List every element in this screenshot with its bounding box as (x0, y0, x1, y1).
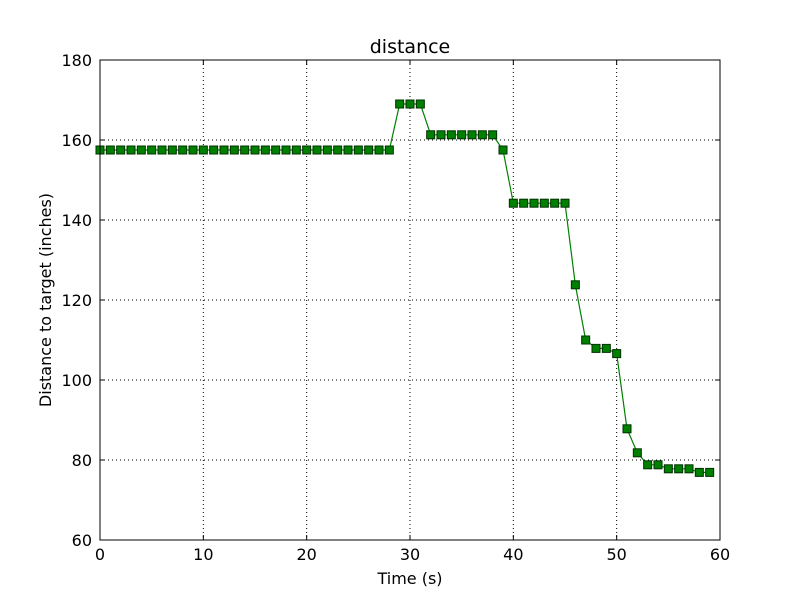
axis-ticks: 0 10 20 30 40 50 60 60 80 100 120 140 160 180 (61, 51, 730, 564)
data-point-marker (705, 467, 715, 477)
data-point-marker (312, 145, 322, 155)
y-tick-label: 160 (61, 131, 92, 150)
data-point-marker (570, 280, 580, 290)
data-point-marker (395, 99, 405, 109)
data-point-marker (333, 145, 343, 155)
data-point-marker (684, 464, 694, 474)
data-point-marker (674, 464, 684, 474)
x-tick-label: 10 (193, 545, 213, 564)
y-tick-label: 80 (72, 451, 92, 470)
data-point-marker (622, 424, 632, 434)
data-point-marker (322, 145, 332, 155)
data-point-marker (384, 145, 394, 155)
y-tick-label: 180 (61, 51, 92, 70)
data-point-marker (643, 460, 653, 470)
data-point-marker (219, 145, 229, 155)
data-series (95, 99, 715, 477)
x-tick-label: 40 (503, 545, 523, 564)
y-tick-label: 60 (72, 531, 92, 550)
data-point-marker (457, 130, 467, 140)
data-point-marker (612, 349, 622, 359)
data-point-marker (157, 145, 167, 155)
data-point-marker (271, 145, 281, 155)
data-point-marker (405, 99, 415, 109)
series-line (100, 103, 710, 473)
data-point-marker (415, 99, 425, 109)
data-point-marker (116, 145, 126, 155)
data-point-marker (581, 335, 591, 345)
data-point-marker (539, 198, 549, 208)
y-axis-label: Distance to target (inches) (36, 193, 55, 407)
data-point-marker (291, 145, 301, 155)
data-point-marker (178, 145, 188, 155)
x-axis-label: Time (s) (376, 569, 442, 588)
data-point-marker (281, 145, 291, 155)
data-point-marker (632, 448, 642, 458)
data-point-marker (260, 145, 270, 155)
data-point-marker (519, 198, 529, 208)
data-point-marker (209, 145, 219, 155)
data-point-marker (446, 130, 456, 140)
data-point-marker (550, 198, 560, 208)
data-point-marker (353, 145, 363, 155)
data-point-marker (498, 145, 508, 155)
data-point-marker (374, 145, 384, 155)
data-point-marker (302, 145, 312, 155)
data-point-marker (167, 145, 177, 155)
x-tick-label: 0 (95, 545, 105, 564)
data-point-marker (560, 198, 570, 208)
data-point-marker (694, 467, 704, 477)
data-point-marker (198, 145, 208, 155)
data-point-marker (229, 145, 239, 155)
data-point-marker (436, 130, 446, 140)
data-point-marker (488, 130, 498, 140)
data-point-marker (467, 130, 477, 140)
data-point-marker (105, 145, 115, 155)
chart-title: distance (370, 36, 451, 58)
x-tick-label: 50 (606, 545, 626, 564)
data-point-marker (663, 464, 673, 474)
data-point-marker (508, 198, 518, 208)
data-point-marker (653, 460, 663, 470)
x-tick-label: 30 (400, 545, 420, 564)
data-point-marker (240, 145, 250, 155)
y-tick-label: 120 (61, 291, 92, 310)
data-point-marker (126, 145, 136, 155)
data-point-marker (364, 145, 374, 155)
data-point-marker (601, 343, 611, 353)
x-tick-label: 20 (296, 545, 316, 564)
grid-lines (100, 60, 720, 540)
data-point-marker (591, 343, 601, 353)
data-point-marker (136, 145, 146, 155)
data-point-marker (147, 145, 157, 155)
x-tick-label: 60 (710, 545, 730, 564)
data-point-marker (426, 130, 436, 140)
y-tick-label: 100 (61, 371, 92, 390)
data-point-marker (188, 145, 198, 155)
data-point-marker (529, 198, 539, 208)
data-point-marker (250, 145, 260, 155)
data-point-marker (477, 130, 487, 140)
y-tick-label: 140 (61, 211, 92, 230)
data-point-marker (343, 145, 353, 155)
